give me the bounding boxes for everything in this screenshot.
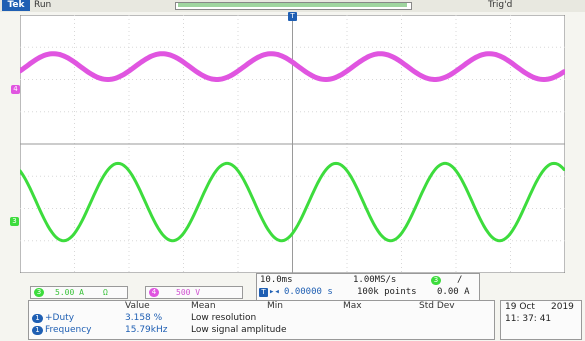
trigger-source-badge: 3 [431, 276, 441, 285]
ch4-setting-readout[interactable]: 4 500 V [145, 286, 243, 299]
header-min: Min [267, 301, 283, 311]
header-max: Max [343, 301, 362, 311]
timebase-readout[interactable]: 10.0ms 1.00MS/s 3 / T ▸◂ 0.00000 s 100k … [256, 273, 480, 301]
waveform-graticule[interactable] [20, 15, 565, 273]
trigger-level: 0.00 A [437, 287, 470, 297]
datetime-readout: 19 Oct 2019 11: 37: 41 [500, 300, 582, 340]
meas-row-2-value: 15.79kHz [125, 325, 168, 335]
meas-row-2-mean: Low signal amplitude [191, 325, 287, 335]
meas-row-1-channel-badge: 1 [32, 314, 43, 323]
trigger-slope-icon: / [457, 275, 463, 285]
time: 11: 37: 41 [505, 314, 552, 324]
grid-lines [20, 15, 565, 273]
ch4-badge: 4 [149, 288, 159, 297]
ch3-termination-icon: Ω [103, 288, 108, 297]
sample-rate: 1.00MS/s [353, 275, 397, 285]
horizontal-delay: 0.00000 s [284, 287, 333, 297]
ch3-waveform [20, 161, 565, 243]
acquisition-status: Run [34, 0, 52, 10]
tek-logo: Tek [2, 0, 30, 11]
meas-row-1-name[interactable]: +Duty [45, 313, 75, 323]
ch4-waveform [20, 51, 565, 83]
year: 2019 [551, 302, 574, 312]
ch3-setting-readout[interactable]: 3 5.00 A Ω [30, 286, 128, 299]
meas-row-2-channel-badge: 1 [32, 326, 43, 335]
meas-row-2-name[interactable]: Frequency [45, 325, 92, 335]
ch4-scale: 500 V [176, 288, 201, 297]
trigger-position-marker[interactable]: T [288, 12, 297, 21]
date: 19 Oct [505, 302, 535, 312]
header-std-dev: Std Dev [419, 301, 455, 311]
header-mean: Mean [191, 301, 216, 311]
header-value: Value [125, 301, 150, 311]
measurement-panel[interactable]: Value Mean Min Max Std Dev 1 +Duty 3.158… [28, 300, 495, 340]
ch4-ground-marker[interactable]: 4 [11, 85, 20, 94]
meas-row-1-value: 3.158 % [125, 313, 163, 323]
trigger-status: Trig'd [488, 0, 513, 10]
delay-arrow-icon: ▸◂ [269, 287, 280, 297]
record-view-window[interactable] [178, 3, 407, 7]
delay-trigger-icon: T [259, 288, 268, 297]
ch3-scale: 5.00 A [55, 288, 84, 297]
meas-row-1-mean: Low resolution [191, 313, 257, 323]
ch3-ground-marker[interactable]: 3 [10, 217, 19, 226]
ch3-badge: 3 [34, 288, 44, 297]
horizontal-scale: 10.0ms [260, 275, 293, 285]
record-length: 100k points [357, 287, 417, 297]
